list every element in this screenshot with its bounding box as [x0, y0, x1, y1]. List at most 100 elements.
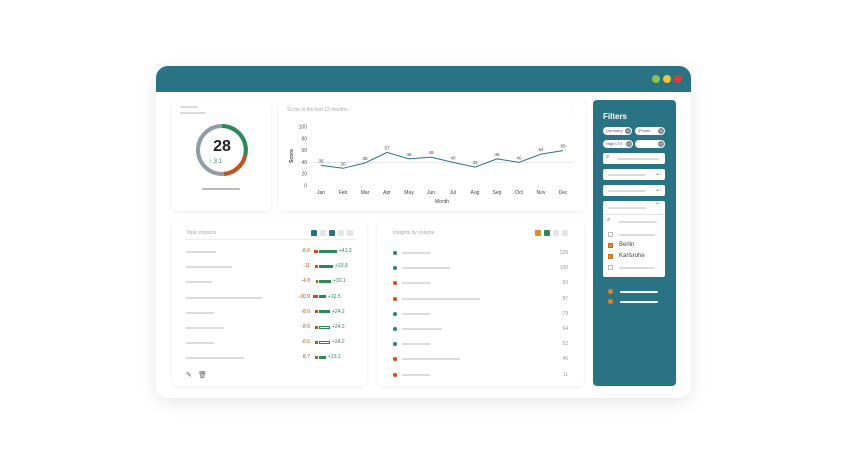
x-axis-label: Month	[435, 199, 449, 205]
score-delta: ↑ 3.1	[209, 159, 223, 165]
insight-status-dot	[393, 266, 397, 271]
insight-row-label	[402, 373, 430, 376]
data-label: 30	[340, 161, 346, 166]
x-tick-label: Oct	[515, 190, 523, 196]
insight-row-label	[402, 328, 442, 330]
option-checkbox-karlsruhe[interactable]	[608, 254, 613, 259]
data-label: 46	[406, 152, 412, 157]
y-tick-label: 60	[301, 148, 307, 154]
topic-positive-bar	[319, 325, 330, 329]
option-berlin[interactable]: Berlin	[619, 242, 635, 248]
topic-row-label	[186, 281, 212, 284]
filter-dropdown-2[interactable]: ⌄	[603, 185, 665, 196]
filter-chip-germany[interactable]: Germany ×	[603, 127, 632, 135]
topic-negative-value: -8.6	[301, 324, 310, 330]
topic-negative-bar	[316, 279, 318, 283]
insight-toggle-2[interactable]	[544, 230, 550, 236]
edit-icon[interactable]: ✎	[186, 372, 192, 379]
x-tick-label: Jan	[317, 190, 325, 196]
x-tick-label: Apr	[383, 190, 391, 196]
y-axis-label: Score	[289, 149, 295, 163]
data-label: 57	[384, 145, 390, 150]
insight-row-value: 11	[562, 371, 568, 378]
view-toggle-2[interactable]	[320, 230, 326, 236]
close-icon[interactable]: ×	[658, 128, 664, 134]
close-icon[interactable]: ×	[625, 128, 631, 134]
view-toggle-4[interactable]	[338, 230, 344, 236]
more-icon[interactable]: ⋮	[569, 108, 574, 114]
insight-row-label	[402, 343, 430, 346]
x-tick-label: Mar	[361, 190, 370, 196]
data-label: 60	[560, 144, 566, 149]
insight-status-dot	[393, 251, 397, 255]
window-dot-red[interactable]	[674, 75, 682, 83]
topic-negative-bar	[315, 264, 318, 268]
topic-row-label	[186, 357, 244, 360]
insight-row-label	[402, 282, 430, 285]
x-tick-label: May	[404, 190, 414, 196]
insight-row-label	[402, 267, 450, 270]
filter-dropdown-open[interactable]: ⌃ ⌕ Berlin Karlsruhe	[603, 201, 665, 277]
close-icon[interactable]: ×	[626, 141, 632, 147]
y-tick-label: 20	[301, 172, 307, 178]
close-icon[interactable]: ×	[658, 141, 664, 147]
topic-negative-bar	[314, 249, 318, 253]
insight-row-value: 79	[562, 310, 568, 317]
data-label: 40	[516, 155, 522, 160]
topic-negative-value: -30.9	[298, 293, 310, 300]
topic-negative-value: -8.6	[301, 248, 310, 254]
option-checkbox-berlin[interactable]	[608, 243, 613, 248]
filter-chip-empty[interactable]: ×	[635, 140, 665, 148]
insight-toggle-3[interactable]	[553, 230, 559, 236]
topic-row-label	[186, 251, 216, 253]
insight-row-value: 93	[562, 280, 568, 287]
topic-row-label	[186, 296, 262, 299]
x-tick-label: Sep	[493, 190, 502, 196]
insight-row-label	[402, 358, 460, 361]
filter-dropdown-1[interactable]: ⌄	[603, 169, 665, 180]
arrow-up-icon: ↑	[209, 159, 212, 165]
filter-checkbox-2[interactable]	[608, 299, 613, 304]
topic-positive-bar	[319, 279, 331, 283]
topic-positive-bar	[319, 295, 326, 299]
option-karlsruhe[interactable]: Karlsruhe	[619, 253, 645, 259]
topic-negative-bar	[315, 340, 318, 344]
topic-positive-value: +24.2	[332, 339, 345, 346]
window-dot-green[interactable]	[652, 75, 660, 83]
view-toggle-1[interactable]	[311, 230, 317, 236]
data-label: 32	[472, 160, 478, 165]
topic-row-label	[186, 342, 214, 345]
option-checkbox[interactable]	[608, 265, 613, 270]
insight-status-dot	[393, 281, 397, 286]
line-chart-title: Score in the last 12 months	[287, 107, 348, 113]
topic-positive-value: +30.1	[333, 278, 346, 285]
topic-row-label	[186, 327, 224, 329]
filter-search-input[interactable]: ⌕	[603, 153, 665, 164]
insight-toggle-4[interactable]	[562, 230, 568, 236]
window-dot-yellow[interactable]	[663, 75, 671, 83]
topic-positive-value: +24.2	[332, 324, 345, 330]
view-toggle-3[interactable]	[329, 230, 335, 236]
series-line	[320, 150, 564, 169]
topic-row-label	[186, 266, 232, 269]
x-tick-label: Jun	[427, 190, 435, 196]
filter-chip-high-ltv[interactable]: High LTV ×	[603, 140, 633, 148]
topic-negative-value: -8.7	[301, 354, 310, 361]
topic-positive-value: +41.3	[339, 248, 352, 254]
topic-negative-value: -8.6	[301, 308, 310, 315]
insight-row-value: 129	[559, 250, 568, 256]
insight-status-dot	[393, 342, 397, 347]
filter-checkbox-1[interactable]	[608, 289, 613, 294]
topic-impacts-card: Topic impacts -8.6 +41.3 -11 +33.9 -4.8 +30.1…	[172, 220, 366, 386]
filter-chip-iphone[interactable]: iPhone ×	[635, 127, 665, 135]
data-label: 54	[538, 147, 544, 152]
insight-row-value: 64	[562, 326, 568, 332]
topic-negative-bar	[315, 355, 318, 359]
data-label: 39	[362, 156, 368, 161]
trash-icon[interactable]: 🗑	[198, 372, 207, 379]
view-toggle-5[interactable]	[347, 230, 353, 236]
insight-toggle-1[interactable]	[535, 230, 541, 236]
option-checkbox[interactable]	[608, 232, 613, 237]
topic-row-label	[186, 311, 214, 314]
x-tick-label: Dec	[559, 190, 568, 196]
